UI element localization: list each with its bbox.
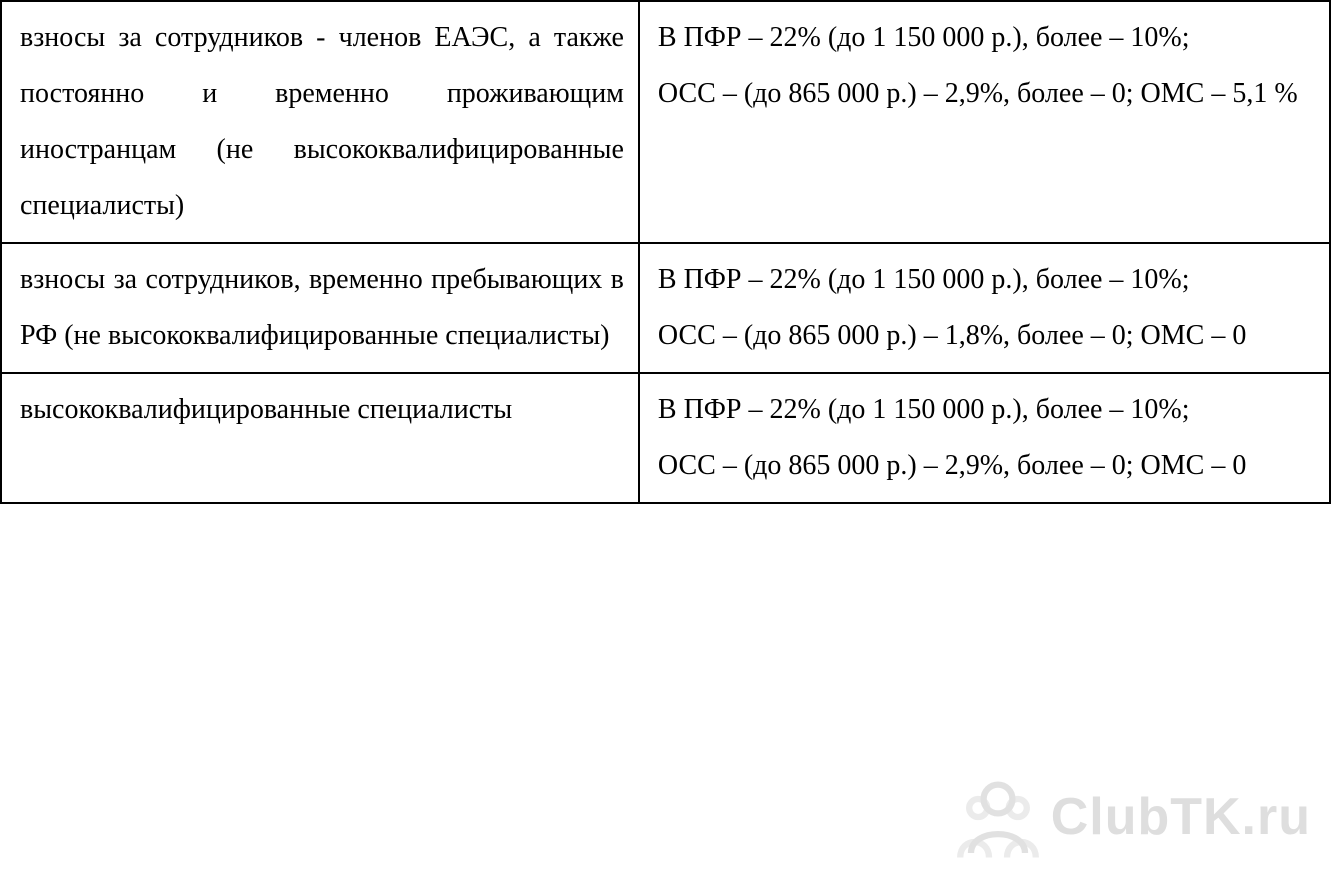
rates-cell: В ПФР – 22% (до 1 150 000 р.), более – 1…: [639, 243, 1330, 373]
watermark-text: ClubTK.ru: [1051, 787, 1311, 847]
table-row: высококвалифицированные специалисты В ПФ…: [1, 373, 1330, 503]
category-cell: взносы за сотрудников, временно пребываю…: [1, 243, 639, 373]
rates-cell: В ПФР – 22% (до 1 150 000 р.), более – 1…: [639, 373, 1330, 503]
table-row: взносы за сотрудников, временно пребываю…: [1, 243, 1330, 373]
table-row: взносы за сотрудников - членов ЕАЭС, а т…: [1, 1, 1330, 243]
contributions-table: взносы за сотрудников - членов ЕАЭС, а т…: [0, 0, 1331, 504]
rates-cell: В ПФР – 22% (до 1 150 000 р.), более – 1…: [639, 1, 1330, 243]
category-cell: высококвалифицированные специалисты: [1, 373, 639, 503]
person-outline-icon: [953, 772, 1043, 862]
watermark: ClubTK.ru: [953, 772, 1311, 862]
category-cell: взносы за сотрудников - членов ЕАЭС, а т…: [1, 1, 639, 243]
